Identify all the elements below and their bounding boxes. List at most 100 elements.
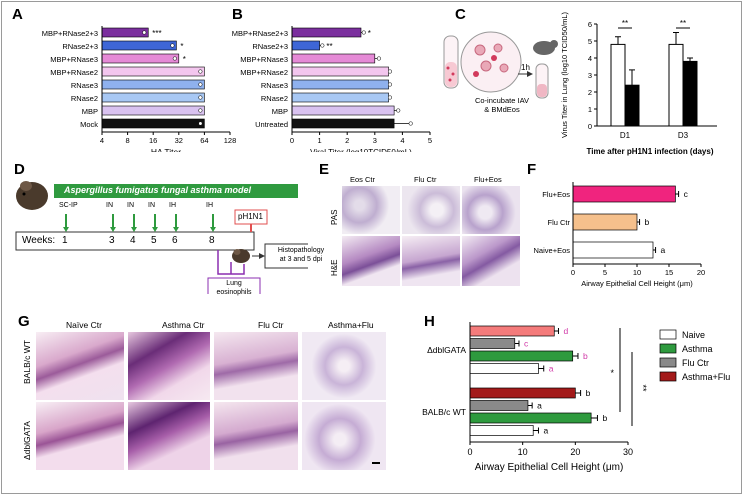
h-letter: b — [583, 351, 588, 361]
h-letter: a — [543, 426, 548, 436]
f-category-label: Flu+Eos — [542, 190, 570, 199]
b-point — [408, 121, 413, 126]
e-image-he-eos — [342, 236, 400, 286]
c-significance: ** — [622, 19, 628, 28]
weeks-label: Weeks: — [22, 235, 56, 246]
h-bar — [469, 363, 539, 374]
b-tick-label: 2 — [345, 136, 349, 145]
g-image-gata-naive — [36, 402, 124, 470]
h-legend-label: Naive — [682, 330, 705, 340]
a-tick-label: 8 — [126, 136, 130, 145]
a-bar — [101, 118, 205, 129]
h-legend-label: Asthma — [682, 344, 713, 354]
b-point — [376, 56, 381, 61]
a-bar — [101, 92, 205, 103]
model-banner — [54, 184, 298, 198]
g-image-gata-asthma — [128, 402, 210, 470]
b-category-label: MBP+RNase2+3 — [232, 29, 288, 38]
c-illustration: 1h — [443, 31, 558, 99]
panel-letter-a: A — [12, 6, 23, 23]
c-tick-label: 0 — [588, 122, 592, 131]
g-col-4: Asthma+Flu — [328, 320, 374, 330]
g-col-2: Asthma Ctr — [162, 320, 205, 330]
a-category-label: MBP+RNase3 — [50, 55, 98, 64]
b-tick-label: 0 — [290, 136, 294, 145]
g-image-gata-flu — [214, 402, 298, 470]
f-letter: c — [684, 189, 689, 199]
a-tick-label: 64 — [200, 136, 208, 145]
mouse-icon — [232, 249, 250, 263]
route-label: IN — [148, 202, 155, 209]
f-tick-label: 0 — [571, 268, 575, 277]
b-tick-label: 3 — [373, 136, 377, 145]
panel-letter-c: C — [455, 6, 466, 23]
route-label: IH — [206, 202, 213, 209]
h-x-label: Airway Epithelial Cell Height (μm) — [475, 462, 624, 473]
a-significance: * — [183, 55, 186, 64]
chart-b: MBP+RNase2+3 * RNase2+3 ** MBP+RNase3 MBP+RNa… — [232, 26, 432, 152]
e-row-he: H&E — [330, 259, 339, 276]
b-bar — [291, 105, 395, 116]
a-bar — [101, 79, 205, 90]
b-category-label: MBP+RNase2 — [240, 68, 288, 77]
h-legend-swatch — [659, 343, 677, 354]
h-legend-label: Flu Ctr — [682, 358, 709, 368]
b-category-label: MBP+RNase3 — [240, 55, 288, 64]
infection-label: pH1N1 — [238, 212, 263, 221]
b-category-label: RNase2 — [261, 94, 288, 103]
f-bar — [572, 241, 654, 259]
a-category-label: MBP+RNase2+3 — [42, 29, 98, 38]
h-tick-label: 0 — [467, 447, 472, 457]
b-point — [387, 95, 393, 100]
f-letter: b — [645, 217, 650, 227]
c-y-label: Virus Titer in Lung (log10 TCID50/mL) — [560, 11, 569, 138]
lung-line2: eosinophils — [216, 289, 252, 296]
f-category-label: Naive+Eos — [534, 246, 571, 255]
green-arrow-head — [152, 227, 158, 232]
tube-icon-right — [535, 63, 549, 99]
a-bar — [101, 105, 205, 116]
route-label: IH — [169, 202, 176, 209]
f-bar — [572, 213, 638, 231]
g-image-wt-asthmaflu — [302, 332, 386, 400]
histo-label: Histopathology at 3 and 5 dpi — [266, 246, 336, 264]
green-arrow-head — [63, 227, 69, 232]
a-tick-label: 4 — [100, 136, 104, 145]
h-star: ** — [638, 384, 648, 392]
a-point — [142, 30, 147, 35]
zoom-circle — [460, 31, 522, 93]
week-number: 4 — [130, 235, 136, 246]
h-letter: a — [549, 364, 554, 374]
c-tick-label: 4 — [588, 54, 592, 63]
chart-a: MBP+RNase2+3 *** RNase2+3 * MBP+RNase3 * MBP+R… — [42, 26, 236, 152]
b-bar — [291, 40, 320, 51]
e-col-1: Eos Ctr — [350, 175, 376, 184]
a-category-label: Mock — [80, 120, 98, 129]
f-bar — [572, 185, 676, 203]
c-bar — [610, 43, 626, 127]
h-bar — [469, 338, 516, 349]
a-bar — [101, 40, 177, 51]
g-image-gata-asthmaflu — [302, 402, 386, 470]
g-col-3: Flu Ctr — [258, 320, 284, 330]
week-number: 5 — [151, 235, 157, 246]
week-number: 1 — [62, 235, 68, 246]
a-tick-label: 16 — [149, 136, 157, 145]
c-tick-label: 5 — [588, 37, 592, 46]
a-category-label: RNase2 — [71, 94, 98, 103]
b-bar — [291, 27, 362, 38]
a-category-label: MBP+RNase2 — [50, 68, 98, 77]
a-significance: *** — [152, 29, 161, 38]
h-bar — [469, 325, 555, 337]
e-image-he-flueos — [462, 236, 520, 286]
b-bar — [291, 79, 389, 90]
g-image-wt-asthma — [128, 332, 210, 400]
model-title: Aspergillus fumigatus fungal asthma mode… — [64, 185, 252, 195]
h-legend-label: Asthma+Flu — [682, 372, 730, 382]
a-point — [198, 82, 203, 87]
e-col-2: Flu Ctr — [414, 175, 437, 184]
histo-line1: Histopathology — [277, 247, 325, 254]
c-time-label: 1h — [521, 63, 530, 72]
